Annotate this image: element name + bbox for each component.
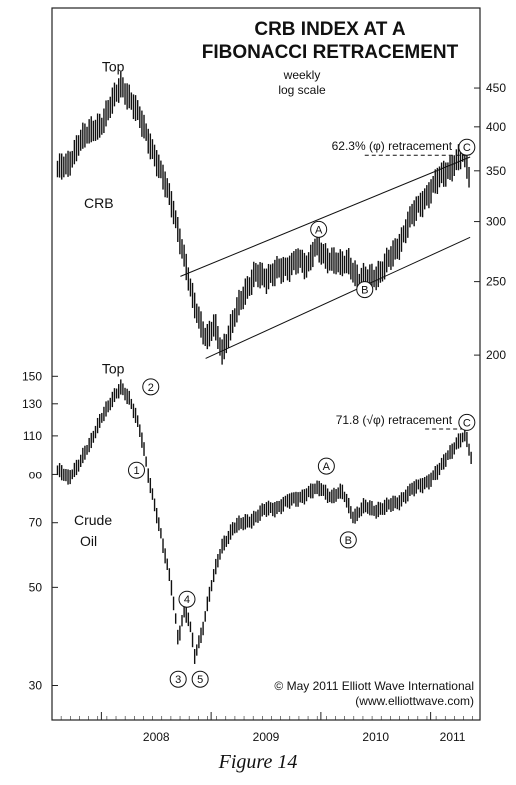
x-tick-label: 2008 — [143, 730, 170, 744]
crb-y-tick-label: 300 — [486, 215, 506, 229]
oil-wave-circle — [191, 670, 209, 688]
chart-subtitle-line-1: weekly — [283, 68, 321, 82]
credit-line-1: © May 2011 Elliott Wave International — [274, 679, 474, 693]
crb-channel-line — [205, 236, 471, 359]
crb-wave-label: C — [463, 142, 471, 154]
chart-subtitle-line-2: log scale — [278, 83, 326, 97]
oil-y-tick-label: 50 — [29, 580, 43, 594]
crb-wave-circle — [458, 138, 476, 156]
figure-caption: Figure 14 — [218, 751, 298, 773]
oil-wave-label: A — [323, 461, 331, 473]
oil-y-tick-label: oo — [29, 467, 43, 481]
crb-series-label: CRB — [84, 195, 114, 211]
crb-wave-circle — [356, 281, 374, 299]
oil-y-tick-label: 30 — [29, 678, 43, 692]
oil-wave-label: B — [345, 535, 352, 547]
crb-retracement-label: 62.3% (φ) retracement — [332, 139, 453, 153]
oil-peak-label: Top — [102, 360, 125, 376]
oil-wave-circle — [458, 413, 476, 431]
chart-title-line-2: FIBONACCI RETRACEMENT — [202, 42, 459, 63]
plot-frame — [51, 7, 481, 721]
crb-y-tick-label: 400 — [486, 120, 506, 134]
crb-y-tick-label: 250 — [486, 275, 506, 289]
oil-wave-label: C — [463, 417, 471, 429]
oil-wave-label: 3 — [175, 674, 181, 686]
oil-wave-label: 4 — [184, 594, 190, 606]
x-tick-label: 2011 — [440, 730, 466, 744]
oil-retracement-label: 71.8 (√φ) retracement — [336, 413, 453, 427]
crb-wave-label: A — [315, 224, 323, 236]
oil-y-tick-label: 150 — [22, 369, 42, 383]
x-tick-label: 2009 — [253, 730, 280, 744]
axes-group: 450 400 350 300 250 200 150 130 110 oo 70 50 30 2008 2… — [22, 81, 506, 744]
oil-wave-circle — [317, 457, 335, 475]
crb-y-tick-label: 200 — [486, 348, 506, 362]
annotations-group: 62.3% (φ) retracement 71.8 (√φ) retraceme… — [102, 58, 476, 688]
oil-wave-circle — [178, 590, 196, 608]
oil-wave-circle — [142, 378, 160, 396]
crb-wave-circle — [310, 220, 328, 238]
crb-channel-line — [180, 156, 471, 277]
crb-peak-label: Top — [102, 58, 125, 74]
crb-bars-group — [56, 71, 470, 365]
crude-series-label-line-1: Crude — [74, 512, 112, 528]
oil-y-tick-label: 110 — [23, 429, 42, 443]
oil-wave-label: 1 — [133, 465, 139, 477]
oil-wave-label: 5 — [197, 674, 203, 686]
crb-y-tick-label: 450 — [486, 81, 506, 95]
x-tick-label: 2010 — [362, 730, 389, 744]
crb-y-tick-label: 350 — [486, 164, 506, 178]
oil-wave-circle — [128, 461, 146, 479]
crb-wave-label: B — [361, 285, 368, 297]
oil-wave-label: 2 — [148, 382, 154, 394]
chart-title-line-1: CRB INDEX AT A — [254, 19, 406, 40]
oil-wave-circle — [339, 531, 357, 549]
oil-wave-circle — [169, 670, 187, 688]
crude-series-label-line-2: Oil — [80, 533, 97, 549]
credit-line-2: (www.elliottwave.com) — [355, 694, 474, 708]
oil-y-tick-label: 70 — [29, 516, 43, 530]
oil-y-tick-label: 130 — [22, 397, 42, 411]
